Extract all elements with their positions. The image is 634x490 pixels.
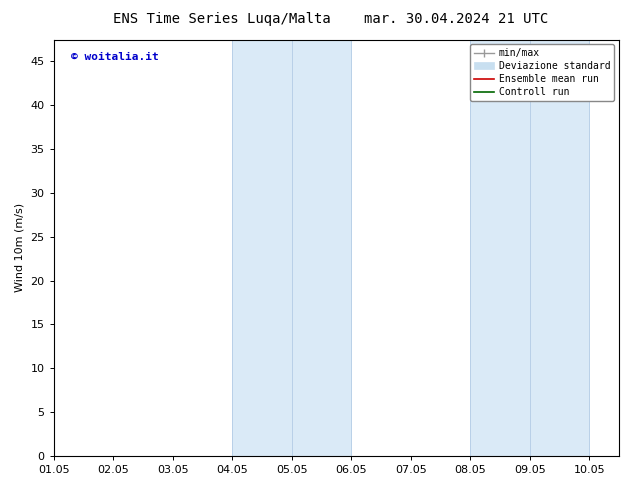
Text: © woitalia.it: © woitalia.it bbox=[70, 52, 158, 62]
Bar bbox=[470, 40, 530, 456]
Bar bbox=[292, 40, 351, 456]
Legend: min/max, Deviazione standard, Ensemble mean run, Controll run: min/max, Deviazione standard, Ensemble m… bbox=[470, 45, 614, 101]
Text: ENS Time Series Luqa/Malta: ENS Time Series Luqa/Malta bbox=[113, 12, 331, 26]
Text: mar. 30.04.2024 21 UTC: mar. 30.04.2024 21 UTC bbox=[365, 12, 548, 26]
Y-axis label: Wind 10m (m/s): Wind 10m (m/s) bbox=[15, 203, 25, 293]
Bar bbox=[530, 40, 589, 456]
Bar bbox=[232, 40, 292, 456]
